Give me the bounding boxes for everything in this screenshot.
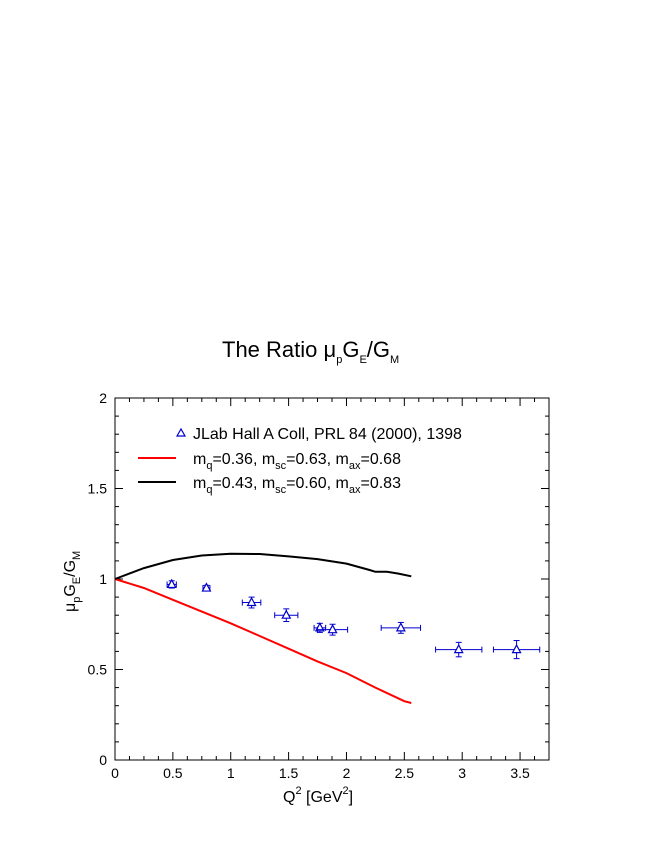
data-point xyxy=(241,596,262,609)
x-tick-label: 3 xyxy=(458,765,466,781)
chart-title: The Ratio μpGE/GM xyxy=(222,337,399,366)
y-tick-labels: 0 0.5 1 1.5 2 xyxy=(88,390,108,768)
triangle-marker xyxy=(246,596,257,607)
legend-red-ax: ax xyxy=(349,460,361,472)
series-line-red xyxy=(114,578,412,704)
legend-label-data: JLab Hall A Coll, PRL 84 (2000), 1398 xyxy=(193,426,462,443)
title-mu-sub: p xyxy=(336,354,342,366)
legend-black-sc: sc xyxy=(275,484,287,496)
data-point xyxy=(435,641,483,658)
legend-label-red: mq=0.36, msc=0.63, max=0.68 xyxy=(193,451,401,472)
legend-red-sc: sc xyxy=(275,460,287,472)
legend-black-m: m xyxy=(193,475,206,492)
legend-red-v3: =0.68 xyxy=(360,451,401,468)
legend-black-q: q xyxy=(206,484,212,496)
y-axis-title: μpGE/GM xyxy=(62,551,83,612)
legend: JLab Hall A Coll, PRL 84 (2000), 1398 mq… xyxy=(138,426,462,496)
y-axis-g2-sub: M xyxy=(71,551,83,560)
x-axis-title: Q2 [GeV2] xyxy=(283,785,353,806)
x-tick-label: 1 xyxy=(227,765,235,781)
x-tick-label: 2 xyxy=(343,765,351,781)
legend-black-v2: =0.60, m xyxy=(286,475,349,492)
triangle-marker xyxy=(453,643,464,654)
y-tick-label: 1.5 xyxy=(88,481,108,497)
title-g1-sub: E xyxy=(359,354,366,366)
x-axis-sup: 2 xyxy=(295,785,301,797)
triangle-marker xyxy=(327,623,338,634)
data-point xyxy=(201,582,212,592)
x-axis-close: ] xyxy=(349,789,353,806)
legend-triangle-marker xyxy=(175,427,187,437)
legend-red-q: q xyxy=(206,460,212,472)
data-point xyxy=(274,608,299,623)
data-point xyxy=(380,621,422,634)
data-point xyxy=(166,578,177,589)
triangle-marker xyxy=(166,578,177,589)
x-tick-label: 2.5 xyxy=(395,765,415,781)
y-tick-label: 0 xyxy=(99,752,107,768)
title-g1: G xyxy=(342,337,359,362)
x-tick-labels: 0 0.5 1 1.5 2 2.5 3 3.5 xyxy=(111,765,530,781)
legend-entry-data: JLab Hall A Coll, PRL 84 (2000), 1398 xyxy=(175,426,462,443)
title-g2-sub: M xyxy=(390,354,399,366)
legend-black-ax: ax xyxy=(349,484,361,496)
title-mu: μ xyxy=(324,337,337,362)
data-points xyxy=(166,578,541,660)
y-tick-label: 2 xyxy=(99,390,107,406)
y-axis-g1: G xyxy=(62,584,79,596)
triangle-marker xyxy=(281,609,292,619)
x-tick-label: 0.5 xyxy=(163,765,183,781)
legend-red-m: m xyxy=(193,451,206,468)
y-axis-mu-sub: p xyxy=(71,597,83,603)
title-prefix: The Ratio xyxy=(222,337,324,362)
x-tick-label: 0 xyxy=(111,765,119,781)
y-axis-g1-sub: E xyxy=(71,577,83,584)
data-point xyxy=(317,623,349,636)
triangle-marker xyxy=(395,622,406,632)
x-axis-rest: [GeV xyxy=(302,789,343,806)
legend-black-v1: =0.43, m xyxy=(212,475,275,492)
x-tick-label: 3.5 xyxy=(510,765,530,781)
series-line-black xyxy=(114,552,412,580)
data-point xyxy=(313,622,327,633)
y-tick-label: 0.5 xyxy=(88,662,108,678)
triangle-marker xyxy=(201,582,212,592)
y-axis-slash: /G xyxy=(62,560,79,577)
legend-black-v3: =0.83 xyxy=(360,475,401,492)
legend-entry-black: mq=0.43, msc=0.60, max=0.83 xyxy=(138,475,401,496)
legend-red-v1: =0.36, m xyxy=(212,451,275,468)
title-slash: /G xyxy=(367,337,390,362)
legend-label-black: mq=0.43, msc=0.60, max=0.83 xyxy=(193,475,401,496)
y-tick-label: 1 xyxy=(99,571,107,587)
triangle-marker xyxy=(511,643,522,654)
x-tick-label: 1.5 xyxy=(279,765,299,781)
data-point xyxy=(492,640,541,660)
legend-entry-red: mq=0.36, msc=0.63, max=0.68 xyxy=(138,451,401,472)
x-axis-sup2: 2 xyxy=(342,785,348,797)
model-curves xyxy=(114,552,412,704)
legend-red-v2: =0.63, m xyxy=(286,451,349,468)
axis-ticks xyxy=(114,397,550,761)
y-axis-mu: μ xyxy=(62,603,79,612)
x-axis-q: Q xyxy=(283,789,295,806)
